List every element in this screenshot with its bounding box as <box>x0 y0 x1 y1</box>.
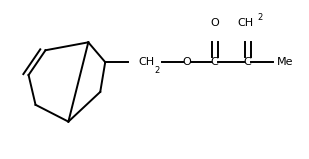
Text: Me: Me <box>277 57 294 67</box>
Text: O: O <box>183 57 191 67</box>
Text: CH: CH <box>237 17 253 28</box>
Text: C: C <box>211 57 218 67</box>
Text: 2: 2 <box>154 66 159 75</box>
Text: 2: 2 <box>258 13 263 22</box>
Text: CH: CH <box>138 57 154 67</box>
Text: O: O <box>210 17 219 28</box>
Text: C: C <box>244 57 252 67</box>
